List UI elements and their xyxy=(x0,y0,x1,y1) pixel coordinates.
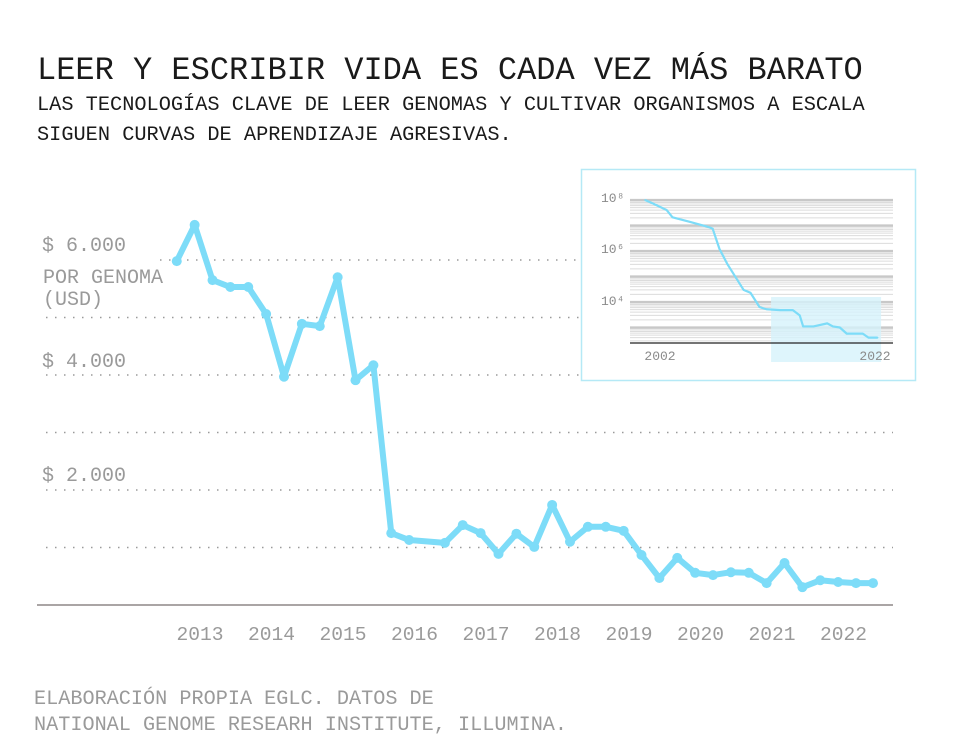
data-point xyxy=(725,567,736,578)
x-tick-label: 2015 xyxy=(319,624,366,646)
data-point xyxy=(296,318,307,329)
data-point xyxy=(475,528,486,539)
data-point xyxy=(404,535,415,546)
x-tick-label: 2018 xyxy=(534,624,581,646)
data-point xyxy=(851,578,862,589)
data-point xyxy=(225,282,236,293)
data-point xyxy=(439,537,450,548)
inset-data-point xyxy=(758,306,761,308)
x-tick-label: 2022 xyxy=(820,624,867,646)
inset-chart: 10⁸ 10⁶ 10⁴ 2002 2022 xyxy=(580,168,917,382)
x-tick-label: 2016 xyxy=(391,624,438,646)
data-point xyxy=(243,282,254,293)
inset-data-point xyxy=(665,209,668,211)
data-point xyxy=(582,521,593,532)
inset-x-tick-label: 2022 xyxy=(859,349,890,364)
data-point xyxy=(493,548,504,559)
inset-data-point xyxy=(792,309,794,311)
inset-data-point xyxy=(798,314,801,317)
y-axis-label: (USD) xyxy=(43,289,103,312)
inset-data-point xyxy=(651,202,653,204)
y-tick-label: $ 4.000 xyxy=(42,351,126,374)
data-point xyxy=(350,375,361,386)
chart-title: LEER Y ESCRIBIR VIDA ES CADA VEZ MÁS BAR… xyxy=(37,52,863,89)
data-point xyxy=(279,371,290,382)
data-point xyxy=(547,499,558,510)
data-point xyxy=(386,528,397,539)
inset-data-point xyxy=(765,308,768,311)
inset-x-tick-label: 2002 xyxy=(644,349,675,364)
inset-data-point xyxy=(779,309,782,311)
y-axis-label: POR GENOMA xyxy=(43,267,163,290)
data-point xyxy=(815,575,826,586)
x-tick-label: 2019 xyxy=(605,624,652,646)
data-point xyxy=(654,572,665,583)
inset-highlight-region xyxy=(771,297,882,362)
data-point xyxy=(636,549,647,560)
inset-y-tick-label: 10⁶ xyxy=(601,242,624,257)
inset-data-point xyxy=(861,332,864,335)
data-point xyxy=(171,256,182,267)
data-point xyxy=(797,582,808,593)
chart-subtitle-line-2: SIGUEN CURVAS DE APRENDIZAJE AGRESIVAS. xyxy=(37,124,512,147)
data-point xyxy=(618,525,629,536)
inset-data-point xyxy=(812,325,815,328)
data-point xyxy=(743,567,754,578)
y-tick-label: $ 6.000 xyxy=(42,235,126,258)
x-tick-label: 2021 xyxy=(748,624,795,646)
data-point xyxy=(332,272,343,283)
inset-data-point xyxy=(706,225,708,228)
inset-data-point xyxy=(749,291,752,294)
inset-data-point xyxy=(711,227,714,230)
data-point xyxy=(511,528,522,539)
data-point xyxy=(690,567,701,578)
data-point xyxy=(314,321,325,332)
data-point xyxy=(207,275,218,286)
data-point xyxy=(457,520,468,531)
data-point xyxy=(708,570,719,581)
inset-data-point xyxy=(867,336,870,339)
y-tick-label: $ 2.000 xyxy=(42,465,126,488)
data-point xyxy=(833,577,844,587)
data-point xyxy=(672,552,683,563)
inset-data-point xyxy=(845,332,848,335)
source-note-line-2: NATIONAL GENOME RESEARH INSTITUTE, ILLUM… xyxy=(34,714,568,737)
data-point xyxy=(261,309,272,320)
inset-data-point xyxy=(826,322,829,325)
inset-data-point xyxy=(688,220,691,223)
data-point xyxy=(529,541,540,552)
inset-data-point xyxy=(832,325,834,328)
data-point xyxy=(368,360,379,371)
data-point xyxy=(868,578,879,589)
x-tick-label: 2017 xyxy=(462,624,509,646)
data-point xyxy=(779,558,790,569)
inset-data-point xyxy=(839,326,841,329)
data-point xyxy=(189,219,200,230)
data-point xyxy=(761,578,772,589)
inset-y-tick-label: 10⁴ xyxy=(601,294,624,309)
x-tick-label: 2014 xyxy=(248,624,295,646)
inset-data-point xyxy=(671,216,674,219)
inset-data-point xyxy=(726,263,729,266)
x-tick-label: 2013 xyxy=(176,624,223,646)
chart-subtitle-line-1: LAS TECNOLOGÍAS CLAVE DE LEER GENOMAS Y … xyxy=(37,94,865,117)
inset-data-point xyxy=(644,199,646,201)
data-point xyxy=(600,521,611,532)
source-note-line-1: ELABORACIÓN PROPIA EGLC. DATOS DE xyxy=(34,688,434,711)
inset-data-point xyxy=(802,325,804,328)
inset-y-tick-label: 10⁸ xyxy=(601,191,624,206)
inset-data-point xyxy=(742,289,745,291)
data-point xyxy=(565,536,576,547)
inset-data-point xyxy=(876,336,879,339)
x-tick-label: 2020 xyxy=(677,624,724,646)
inset-data-point xyxy=(718,248,721,250)
